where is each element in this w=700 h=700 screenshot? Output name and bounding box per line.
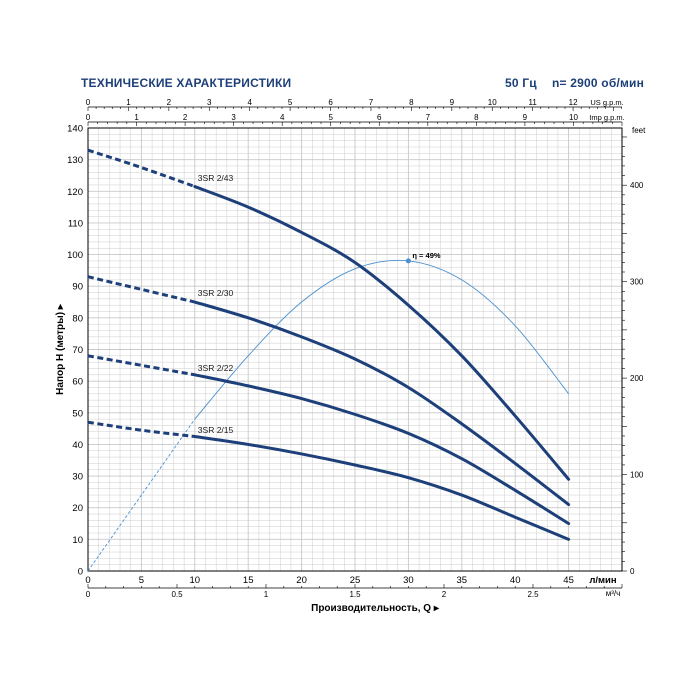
us-gpm-tick-label: 11 — [529, 98, 538, 107]
us-gpm-tick-label: 12 — [569, 98, 578, 107]
series-curve — [193, 373, 571, 526]
us-gpm-tick-label: 7 — [369, 98, 374, 107]
series-layer — [87, 148, 571, 572]
series-curve-dashed — [87, 420, 195, 439]
series-label: 3SR 2/43 — [198, 173, 234, 183]
series-label: 3SR 2/30 — [198, 288, 234, 298]
us-gpm-unit-label: US g.p.m. — [590, 98, 623, 107]
x-tick-label: 30 — [403, 575, 414, 586]
y-tick-label: 80 — [72, 313, 83, 324]
x-tick-label: 10 — [190, 575, 201, 586]
y-tick-label: 90 — [72, 282, 83, 293]
y-tick-label: 100 — [67, 250, 83, 261]
y-tick-label: 60 — [72, 377, 83, 388]
imp-gpm-unit-label: Imp g.p.m. — [589, 113, 624, 122]
y-axis-title: Напор H (метры) ▸ — [55, 303, 66, 395]
x-axis-title: Производительность, Q ▸ — [311, 603, 440, 614]
y-tick-label: 110 — [68, 218, 83, 229]
y-tick-label: 120 — [67, 187, 83, 198]
y-tick-label: 30 — [72, 472, 83, 483]
efficiency-curve-dashed — [87, 418, 196, 572]
feet-tick-label: 100 — [630, 471, 644, 480]
efficiency-curve — [194, 259, 569, 420]
efficiency-label: η = 49% — [412, 251, 440, 260]
series-curve — [193, 435, 571, 541]
labels: η = 49% 3SR 2/43 3SR 2/30 3SR 2/22 3SR 2/15 — [198, 173, 441, 435]
imp-gpm-tick-label: 6 — [377, 113, 382, 122]
x-tick-label: 40 — [510, 575, 521, 586]
y-tick-label: 50 — [72, 408, 83, 419]
imp-gpm-tick-label: 10 — [569, 113, 578, 122]
us-gpm-tick-label: 6 — [328, 98, 333, 107]
feet-tick-label: 300 — [630, 278, 644, 287]
plot-frame — [87, 127, 623, 572]
frequency-label: 50 Гц — [505, 76, 537, 90]
imp-gpm-tick-label: 2 — [183, 113, 188, 122]
x-tick-label: 25 — [350, 575, 361, 586]
imp-gpm-tick-label: 7 — [426, 113, 431, 122]
m3h-tick-label: 0 — [86, 590, 91, 599]
y-tick-label: 0 — [78, 567, 83, 578]
us-gpm-tick-label: 2 — [167, 98, 172, 107]
imp-gpm-tick-label: 3 — [231, 113, 236, 122]
imp-gpm-tick-label: 9 — [523, 113, 528, 122]
series-curve-dashed — [87, 275, 196, 304]
feet-tick-label: 400 — [630, 181, 644, 190]
x-tick-label: 0 — [85, 575, 90, 586]
series-curve-dashed — [87, 354, 196, 377]
imp-gpm-tick-label: 4 — [280, 113, 285, 122]
us-gpm-tick-label: 9 — [450, 98, 455, 107]
feet-tick-label: 200 — [630, 374, 644, 383]
m3h-tick-label: 1 — [264, 590, 269, 599]
series-curve — [193, 185, 571, 481]
series-label: 3SR 2/15 — [198, 425, 234, 435]
us-gpm-tick-label: 5 — [288, 98, 293, 107]
imp-gpm-tick-label: 1 — [134, 113, 139, 122]
feet-unit-label: feet — [632, 126, 646, 135]
y-tick-label: 20 — [72, 503, 83, 514]
x-tick-label: 20 — [296, 575, 307, 586]
m3h-tick-label: 2.5 — [527, 590, 539, 599]
x-tick-label: 5 — [139, 575, 144, 586]
imp-gpm-tick-label: 5 — [329, 113, 334, 122]
y-tick-label: 10 — [72, 535, 83, 546]
series-label: 3SR 2/22 — [198, 363, 234, 373]
series-curve-dashed — [87, 148, 196, 188]
x-tick-label: 15 — [243, 575, 254, 586]
y-tick-label: 40 — [72, 440, 83, 451]
us-gpm-tick-label: 0 — [86, 98, 91, 107]
us-gpm-tick-label: 8 — [409, 98, 414, 107]
grid — [87, 127, 623, 572]
us-gpm-tick-label: 1 — [126, 98, 131, 107]
feet-tick-label: 0 — [630, 567, 635, 576]
series-curve — [193, 300, 571, 507]
efficiency-peak-marker — [405, 258, 411, 264]
speed-label: n= 2900 об/мин — [552, 76, 645, 90]
us-gpm-tick-label: 3 — [207, 98, 212, 107]
imp-gpm-tick-label: 8 — [474, 113, 479, 122]
us-gpm-tick-label: 4 — [247, 98, 252, 107]
y-tick-label: 70 — [72, 345, 83, 356]
imp-gpm-tick-label: 0 — [86, 113, 91, 122]
x-tick-label: 35 — [457, 575, 468, 586]
m3h-unit-label: м³/ч — [606, 589, 621, 598]
y-tick-label: 130 — [67, 155, 83, 166]
x-unit-label: л/мин — [589, 575, 617, 586]
us-gpm-tick-label: 10 — [488, 98, 497, 107]
x-tick-label: 45 — [563, 575, 574, 586]
chart-title: ТЕХНИЧЕСКИЕ ХАРАКТЕРИСТИКИ — [81, 76, 292, 90]
m3h-tick-label: 1.5 — [349, 590, 361, 599]
m3h-tick-label: 2 — [442, 590, 447, 599]
y-tick-label: 140 — [67, 124, 83, 135]
m3h-tick-label: 0.5 — [171, 590, 183, 599]
